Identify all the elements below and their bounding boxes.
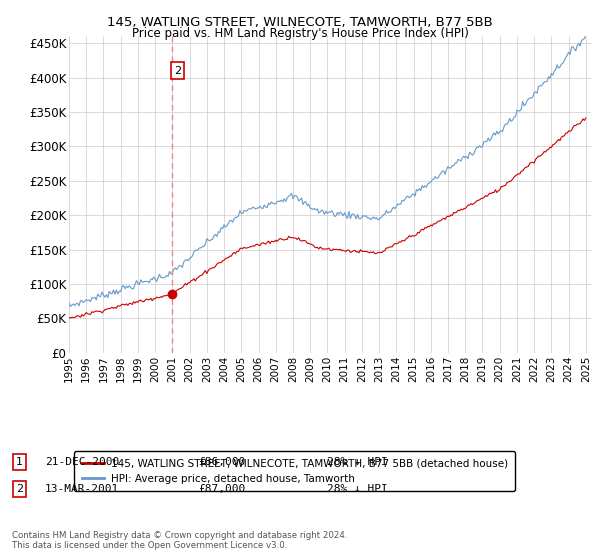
Text: 2: 2 (174, 66, 181, 76)
Text: £87,000: £87,000 (198, 484, 245, 494)
Text: 28% ↓ HPI: 28% ↓ HPI (327, 484, 388, 494)
Text: 13-MAR-2001: 13-MAR-2001 (45, 484, 119, 494)
Text: 145, WATLING STREET, WILNECOTE, TAMWORTH, B77 5BB: 145, WATLING STREET, WILNECOTE, TAMWORTH… (107, 16, 493, 29)
Text: 1: 1 (16, 457, 23, 467)
Text: 28% ↓ HPI: 28% ↓ HPI (327, 457, 388, 467)
Text: 21-DEC-2000: 21-DEC-2000 (45, 457, 119, 467)
Text: Contains HM Land Registry data © Crown copyright and database right 2024.
This d: Contains HM Land Registry data © Crown c… (12, 530, 347, 550)
Legend: 145, WATLING STREET, WILNECOTE, TAMWORTH, B77 5BB (detached house), HPI: Average: 145, WATLING STREET, WILNECOTE, TAMWORTH… (74, 451, 515, 491)
Text: £86,000: £86,000 (198, 457, 245, 467)
Text: Price paid vs. HM Land Registry's House Price Index (HPI): Price paid vs. HM Land Registry's House … (131, 27, 469, 40)
Text: 2: 2 (16, 484, 23, 494)
